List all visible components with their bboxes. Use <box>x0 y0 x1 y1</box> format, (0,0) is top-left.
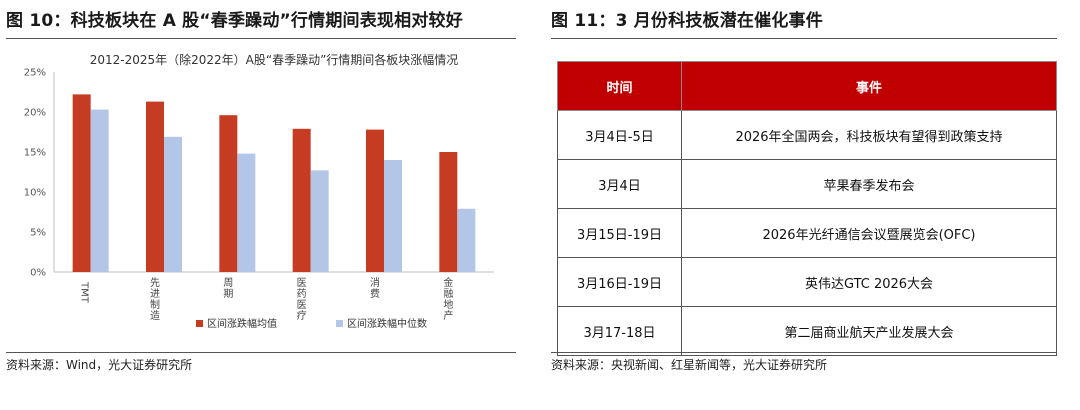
events-table: 时间 事件 3月4日-5日 2026年全国两会，科技板块有望得到政策支持 3月4… <box>557 61 1057 356</box>
chart-title: 2012-2025年（除2022年）A股“春季躁动”行情期间各板块涨幅情况 <box>90 52 459 67</box>
row-event: 2026年光纤通信会议暨展览会(OFC) <box>681 208 1057 258</box>
x-tick-label: 周期 <box>223 277 233 300</box>
bar-median <box>237 153 256 272</box>
bar-median <box>164 136 182 272</box>
x-tick-label: 消费 <box>370 276 380 300</box>
table-row: 3月4日-5日 2026年全国两会，科技板块有望得到政策支持 <box>557 110 1057 160</box>
row-time: 3月4日 <box>557 159 682 209</box>
figure-11-panel: 图 11：3 月份科技板潜在催化事件 时间 事件 3月4日-5日 2026年全国… <box>551 0 1057 410</box>
row-time: 3月16日-19日 <box>557 257 682 307</box>
x-tick-label: 金融地产 <box>443 276 453 322</box>
figure-11-title: 图 11：3 月份科技板潜在催化事件 <box>551 11 823 31</box>
header-time: 时间 <box>557 61 682 111</box>
table-row: 3月15日-19日 2026年光纤通信会议暨展览会(OFC) <box>557 208 1057 258</box>
bar-median <box>384 160 402 272</box>
figure-10-source: 资料来源：Wind，光大证券研究所 <box>6 358 193 372</box>
row-time: 3月15日-19日 <box>557 208 682 258</box>
table-header-row: 时间 事件 <box>557 61 1057 111</box>
y-tick-label: 25% <box>24 68 46 79</box>
table-row: 3月17-18日 第二届商业航天产业发展大会 <box>557 306 1057 356</box>
row-event: 英伟达GTC 2026大会 <box>681 257 1057 307</box>
y-tick-label: 10% <box>24 188 46 199</box>
header-event: 事件 <box>681 61 1057 111</box>
bar-median <box>310 170 329 272</box>
row-time: 3月4日-5日 <box>557 110 682 160</box>
figure-10-top-rule <box>6 38 516 39</box>
row-event: 2026年全国两会，科技板块有望得到政策支持 <box>681 110 1057 160</box>
y-tick-label: 5% <box>30 228 46 239</box>
bar-mean <box>219 115 238 272</box>
legend-swatch <box>336 320 343 327</box>
y-tick-label: 0% <box>30 268 46 279</box>
y-tick-label: 20% <box>24 108 46 119</box>
x-tick-label: 医药医疗 <box>297 277 307 322</box>
figure-11-source: 资料来源：央视新闻、红星新闻等，光大证券研究所 <box>551 358 828 372</box>
row-event: 第二届商业航天产业发展大会 <box>681 306 1057 356</box>
x-tick-label: TMT <box>79 281 90 304</box>
legend-swatch <box>196 320 203 327</box>
bar-median <box>457 208 476 272</box>
figure-11-bottom-rule <box>551 352 1057 353</box>
bar-mean <box>366 129 384 272</box>
bar-mean <box>72 94 91 273</box>
figure-10-bottom-rule <box>6 352 516 353</box>
legend-label: 区间涨跌幅均值 <box>207 317 277 330</box>
legend-label: 区间涨跌幅中位数 <box>347 317 427 330</box>
figure-11-top-rule <box>551 38 1057 39</box>
bar-median <box>90 109 109 272</box>
bar-mean <box>439 152 458 272</box>
bar-mean <box>146 101 164 272</box>
row-time: 3月17-18日 <box>557 306 682 356</box>
bar-chart: 2012-2025年（除2022年）A股“春季躁动”行情期间各板块涨幅情况 0% 5… <box>24 52 494 330</box>
figure-10-title: 图 10：科技板块在 A 股“春季躁动”行情期间表现相对较好 <box>6 11 463 31</box>
table-row: 3月16日-19日 英伟达GTC 2026大会 <box>557 257 1057 307</box>
table-row: 3月4日 苹果春季发布会 <box>557 159 1057 209</box>
figure-10-panel: 图 10：科技板块在 A 股“春季躁动”行情期间表现相对较好 2012-2025… <box>6 0 516 410</box>
y-tick-label: 15% <box>24 148 46 159</box>
x-tick-label: 先进制造 <box>150 277 160 322</box>
bar-mean <box>292 128 311 272</box>
row-event: 苹果春季发布会 <box>681 159 1057 209</box>
